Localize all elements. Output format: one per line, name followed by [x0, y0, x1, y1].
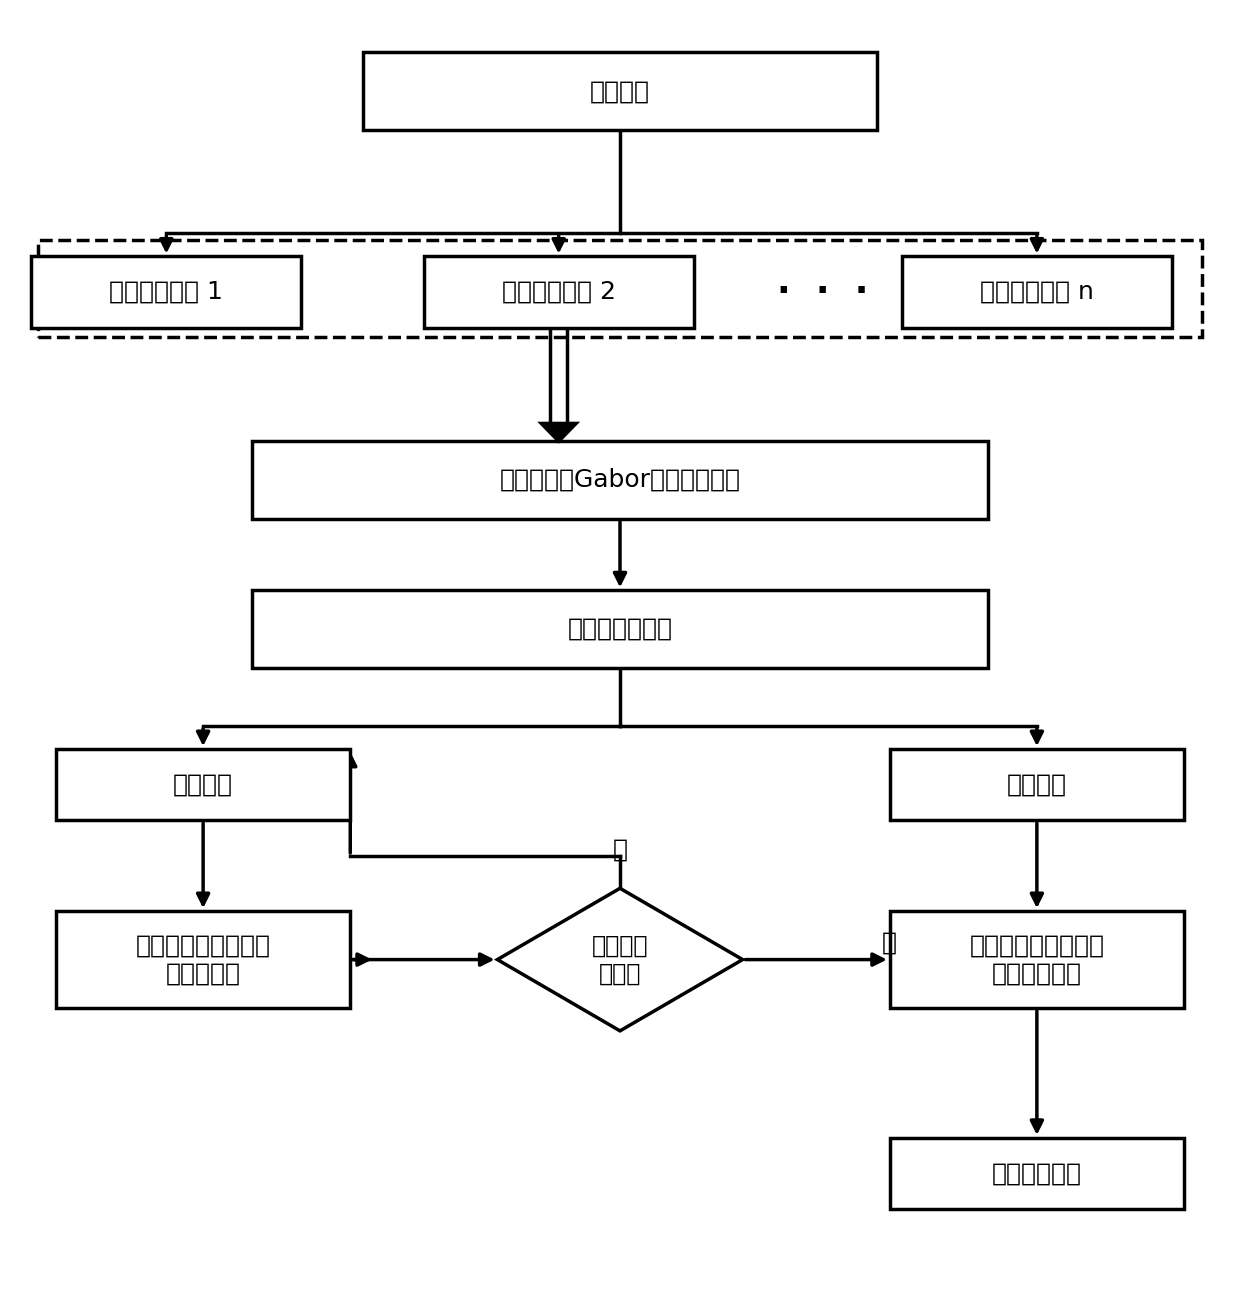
Text: 故障模式识别: 故障模式识别 [992, 1162, 1081, 1186]
Text: 小波再生核支持向量
机的测试模型: 小波再生核支持向量 机的测试模型 [970, 934, 1105, 985]
FancyBboxPatch shape [362, 52, 878, 130]
Polygon shape [537, 422, 580, 444]
Text: 是: 是 [882, 930, 898, 955]
Text: 否: 否 [613, 837, 627, 862]
FancyBboxPatch shape [890, 910, 1184, 1009]
FancyBboxPatch shape [252, 441, 988, 519]
Text: 机械设备: 机械设备 [590, 79, 650, 103]
Text: 测试样本: 测试样本 [1007, 773, 1066, 796]
Text: 故障振动数据 n: 故障振动数据 n [980, 280, 1094, 304]
FancyBboxPatch shape [56, 910, 350, 1009]
Text: 是否满足
条件？: 是否满足 条件？ [591, 934, 649, 985]
Text: 再生小波支持向量机
的训练模型: 再生小波支持向量机 的训练模型 [135, 934, 270, 985]
Polygon shape [497, 888, 743, 1031]
Text: 故障振动数据 2: 故障振动数据 2 [502, 280, 616, 304]
FancyBboxPatch shape [424, 257, 693, 328]
Text: 时频原子特征集: 时频原子特征集 [568, 617, 672, 641]
Text: 故障振动数据 1: 故障振动数据 1 [109, 280, 223, 304]
FancyBboxPatch shape [31, 257, 301, 328]
FancyBboxPatch shape [890, 749, 1184, 820]
FancyBboxPatch shape [901, 257, 1172, 328]
Text: 训练样本: 训练样本 [174, 773, 233, 796]
Text: 蚁群优化的Gabor时频原子分解: 蚁群优化的Gabor时频原子分解 [500, 468, 740, 493]
FancyBboxPatch shape [56, 749, 350, 820]
FancyBboxPatch shape [252, 591, 988, 668]
Text: ·  ·  ·: · · · [776, 275, 868, 309]
FancyBboxPatch shape [890, 1138, 1184, 1209]
